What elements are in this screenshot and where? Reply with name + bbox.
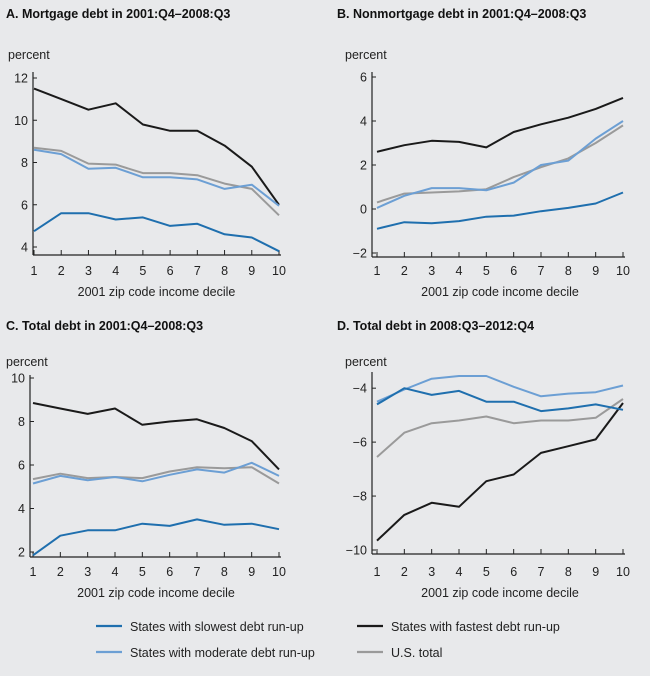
x-tick-label: 4 — [112, 565, 119, 579]
y-tick-label: 4 — [18, 502, 25, 516]
x-tick-label: 6 — [166, 565, 173, 579]
panel-title: C. Total debt in 2001:Q4–2008:Q3 — [6, 319, 203, 333]
series-line-states-with-moderate-debt-run-up — [376, 120, 624, 209]
x-tick-label: 9 — [248, 565, 255, 579]
x-tick-label: 10 — [272, 565, 286, 579]
y-tick-label: 10 — [14, 114, 28, 128]
x-tick-label: 2 — [57, 565, 64, 579]
series-line-states-with-slowest-debt-run-up — [376, 387, 624, 413]
panel-b: B. Nonmortgage debt in 2001:Q4–2008:Q3 pe… — [337, 7, 630, 299]
x-tick-label: 8 — [221, 565, 228, 579]
series-line-states-with-fastest-debt-run-up — [33, 87, 280, 206]
y-axis-label: percent — [8, 48, 50, 62]
series-line-states-with-moderate-debt-run-up — [32, 461, 280, 485]
x-axis-label: 2001 zip code income decile — [421, 586, 579, 600]
y-tick-label: 4 — [360, 115, 367, 129]
x-tick-label: 5 — [483, 565, 490, 579]
panel-title: D. Total debt in 2008:Q3–2012:Q4 — [337, 319, 534, 333]
series-line-states-with-moderate-debt-run-up — [376, 375, 624, 403]
y-tick-label: 6 — [21, 198, 28, 212]
x-tick-label: 10 — [616, 264, 630, 278]
series-line-u-s-total — [376, 124, 624, 204]
x-tick-label: 5 — [483, 264, 490, 278]
x-tick-label: 3 — [428, 264, 435, 278]
series-line-states-with-moderate-debt-run-up — [33, 148, 280, 207]
x-tick-label: 4 — [456, 264, 463, 278]
y-tick-label: 4 — [21, 241, 28, 255]
x-tick-label: 1 — [374, 565, 381, 579]
y-tick-label: −8 — [353, 490, 367, 504]
y-tick-label: 2 — [18, 546, 25, 560]
x-tick-label: 1 — [374, 264, 381, 278]
series-line-u-s-total — [33, 146, 280, 217]
series-line-states-with-slowest-debt-run-up — [33, 212, 280, 253]
series-line-states-with-slowest-debt-run-up — [376, 191, 624, 230]
x-axis-label: 2001 zip code income decile — [421, 285, 579, 299]
x-tick-label: 1 — [31, 264, 38, 278]
x-tick-label: 10 — [272, 264, 286, 278]
legend: States with slowest debt run-up States w… — [96, 620, 560, 660]
x-tick-label: 7 — [538, 565, 545, 579]
y-tick-label: −10 — [346, 544, 367, 558]
y-tick-label: 8 — [18, 415, 25, 429]
x-tick-label: 2 — [58, 264, 65, 278]
legend-label-moderate: States with moderate debt run-up — [130, 646, 315, 660]
x-axis-label: 2001 zip code income decile — [77, 586, 235, 600]
legend-label-us-total: U.S. total — [391, 646, 442, 660]
x-tick-label: 4 — [456, 565, 463, 579]
x-tick-label: 8 — [565, 264, 572, 278]
y-tick-label: −4 — [353, 382, 367, 396]
panel-title: B. Nonmortgage debt in 2001:Q4–2008:Q3 — [337, 7, 586, 21]
series-line-states-with-slowest-debt-run-up — [32, 518, 280, 557]
x-tick-label: 7 — [194, 264, 201, 278]
x-tick-label: 3 — [85, 264, 92, 278]
panel-title: A. Mortgage debt in 2001:Q4–2008:Q3 — [6, 7, 230, 21]
y-axis-label: percent — [6, 355, 48, 369]
x-tick-label: 3 — [84, 565, 91, 579]
series-line-u-s-total — [32, 466, 280, 485]
x-tick-label: 5 — [139, 565, 146, 579]
y-tick-label: 2 — [360, 159, 367, 173]
y-tick-label: −2 — [353, 247, 367, 261]
y-tick-label: −6 — [353, 436, 367, 450]
y-tick-label: 0 — [360, 203, 367, 217]
x-tick-label: 3 — [428, 565, 435, 579]
series-line-u-s-total — [376, 398, 624, 458]
x-tick-label: 9 — [248, 264, 255, 278]
x-tick-label: 9 — [592, 565, 599, 579]
y-tick-label: 6 — [18, 459, 25, 473]
legend-label-fastest: States with fastest debt run-up — [391, 620, 560, 634]
x-tick-label: 8 — [565, 565, 572, 579]
series-line-states-with-fastest-debt-run-up — [32, 402, 280, 471]
x-tick-label: 4 — [112, 264, 119, 278]
legend-label-slowest: States with slowest debt run-up — [130, 620, 304, 634]
x-axis-label: 2001 zip code income decile — [78, 285, 236, 299]
x-tick-label: 6 — [510, 264, 517, 278]
x-tick-label: 6 — [167, 264, 174, 278]
panel-d: D. Total debt in 2008:Q3–2012:Q4 percent −… — [337, 319, 630, 600]
panel-c: C. Total debt in 2001:Q4–2008:Q3 percent 2… — [6, 319, 286, 600]
y-tick-label: 10 — [11, 372, 25, 386]
x-tick-label: 1 — [30, 565, 37, 579]
y-axis-label: percent — [345, 355, 387, 369]
y-axis-label: percent — [345, 48, 387, 62]
x-tick-label: 9 — [592, 264, 599, 278]
x-tick-label: 7 — [538, 264, 545, 278]
x-tick-label: 10 — [616, 565, 630, 579]
x-tick-label: 8 — [221, 264, 228, 278]
x-tick-label: 7 — [194, 565, 201, 579]
x-tick-label: 2 — [401, 264, 408, 278]
x-tick-label: 5 — [139, 264, 146, 278]
y-tick-label: 12 — [14, 72, 28, 86]
series-line-states-with-fastest-debt-run-up — [376, 402, 624, 542]
series-line-states-with-fastest-debt-run-up — [376, 96, 624, 153]
panel-a: A. Mortgage debt in 2001:Q4–2008:Q3 perce… — [6, 7, 286, 299]
y-tick-label: 6 — [360, 71, 367, 85]
y-tick-label: 8 — [21, 156, 28, 170]
x-tick-label: 6 — [510, 565, 517, 579]
x-tick-label: 2 — [401, 565, 408, 579]
